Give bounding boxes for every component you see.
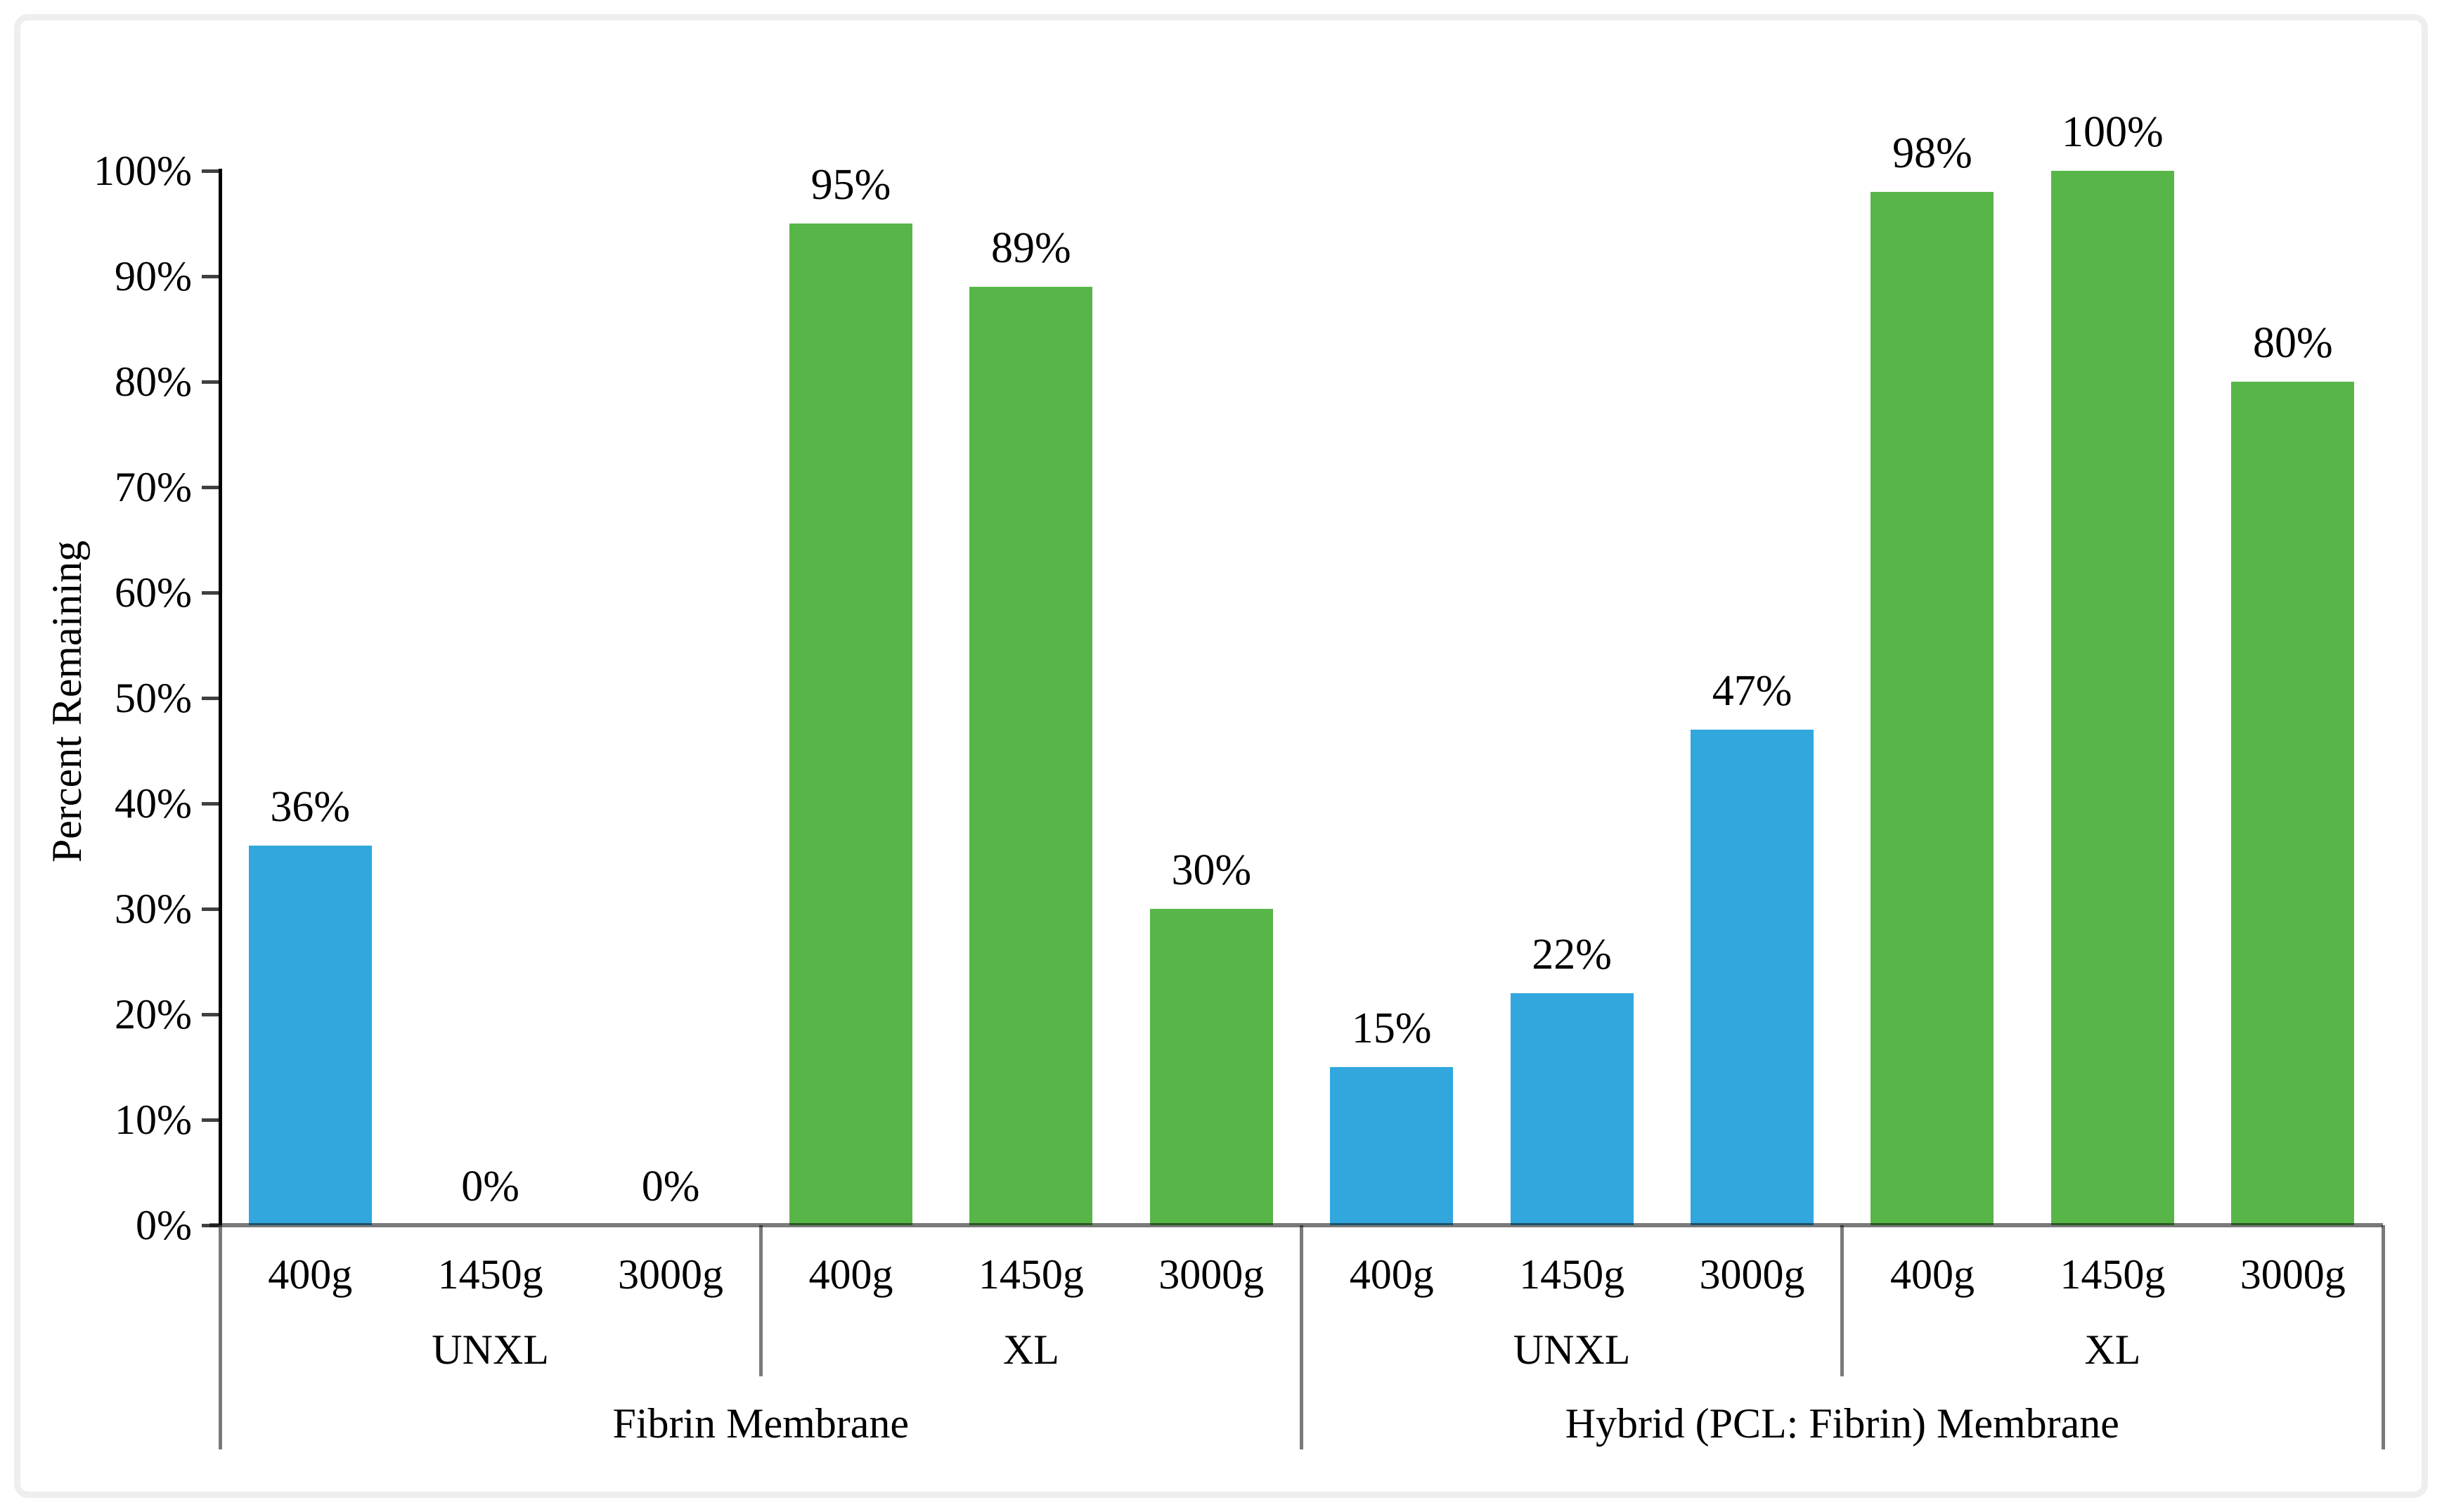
- bar-value-label: 98%: [1892, 129, 1972, 177]
- y-tick-label: 30%: [115, 886, 192, 932]
- bar: [1871, 192, 1994, 1225]
- subgroup-label: XL: [1002, 1326, 1059, 1373]
- y-tick: [202, 1012, 220, 1016]
- y-tick-label: 10%: [115, 1097, 192, 1143]
- y-tick-label: 50%: [115, 675, 192, 721]
- y-tick: [202, 169, 220, 173]
- category-label: 400g: [268, 1251, 353, 1298]
- y-tick-label: 40%: [115, 780, 192, 827]
- y-tick-label: 70%: [115, 464, 192, 510]
- y-axis-line: [219, 169, 222, 1225]
- category-label: 3000g: [1699, 1251, 1805, 1298]
- bar-value-label: 30%: [1171, 846, 1252, 894]
- y-tick: [202, 801, 220, 806]
- y-tick: [202, 590, 220, 595]
- subgroup-label: UNXL: [432, 1326, 549, 1373]
- bar: [2050, 171, 2174, 1225]
- category-label: 3000g: [2240, 1251, 2346, 1298]
- bar: [969, 287, 1093, 1225]
- y-tick-label: 90%: [115, 253, 192, 299]
- bar-value-label: 80%: [2252, 319, 2333, 367]
- y-tick: [202, 1118, 220, 1122]
- bar: [1149, 909, 1273, 1225]
- bar-value-label: 0%: [461, 1163, 519, 1210]
- bar: [248, 846, 372, 1225]
- y-tick: [202, 485, 220, 489]
- y-tick: [202, 274, 220, 278]
- category-label: 400g: [808, 1251, 893, 1298]
- bar: [1691, 730, 1814, 1225]
- axis-divider: [218, 1225, 222, 1449]
- subgroup-label: UNXL: [1513, 1326, 1631, 1373]
- bar-value-label: 47%: [1712, 667, 1792, 715]
- y-tick-label: 60%: [115, 569, 192, 616]
- category-label: 400g: [1889, 1251, 1975, 1298]
- bar-value-label: 15%: [1351, 1004, 1432, 1052]
- category-label: 1450g: [2060, 1251, 2166, 1298]
- membrane-label: Hybrid (PCL: Fibrin) Membrane: [1565, 1400, 2119, 1447]
- bar: [789, 224, 912, 1225]
- bar-value-label: 0%: [641, 1163, 700, 1210]
- membrane-label: Fibrin Membrane: [612, 1400, 910, 1447]
- axis-divider: [758, 1225, 763, 1376]
- subgroup-label: XL: [2084, 1326, 2141, 1373]
- bar-value-label: 95%: [810, 161, 891, 209]
- figure-border: [14, 14, 2428, 1498]
- y-tick: [202, 380, 220, 384]
- category-label: 3000g: [618, 1251, 724, 1298]
- y-tick-label: 100%: [93, 148, 192, 194]
- category-label: 400g: [1349, 1251, 1434, 1298]
- bar-value-label: 22%: [1532, 931, 1612, 978]
- category-label: 3000g: [1158, 1251, 1265, 1298]
- category-label: 1450g: [978, 1251, 1084, 1298]
- y-tick: [202, 696, 220, 700]
- y-tick-label: 0%: [136, 1202, 192, 1248]
- y-tick: [202, 907, 220, 911]
- y-tick-label: 20%: [115, 991, 192, 1038]
- axis-divider: [1840, 1225, 1845, 1376]
- y-tick-label: 80%: [115, 358, 192, 405]
- axis-divider: [2381, 1225, 2385, 1449]
- bar: [1330, 1067, 1454, 1225]
- bar-value-label: 100%: [2062, 108, 2164, 156]
- bar-value-label: 89%: [991, 224, 1071, 272]
- category-label: 1450g: [1519, 1251, 1625, 1298]
- bar: [1510, 993, 1634, 1225]
- bar: [2231, 382, 2355, 1225]
- axis-divider: [1300, 1225, 1303, 1449]
- bar-value-label: 36%: [270, 783, 351, 831]
- category-label: 1450g: [437, 1251, 543, 1298]
- x-axis-line: [209, 1223, 2383, 1227]
